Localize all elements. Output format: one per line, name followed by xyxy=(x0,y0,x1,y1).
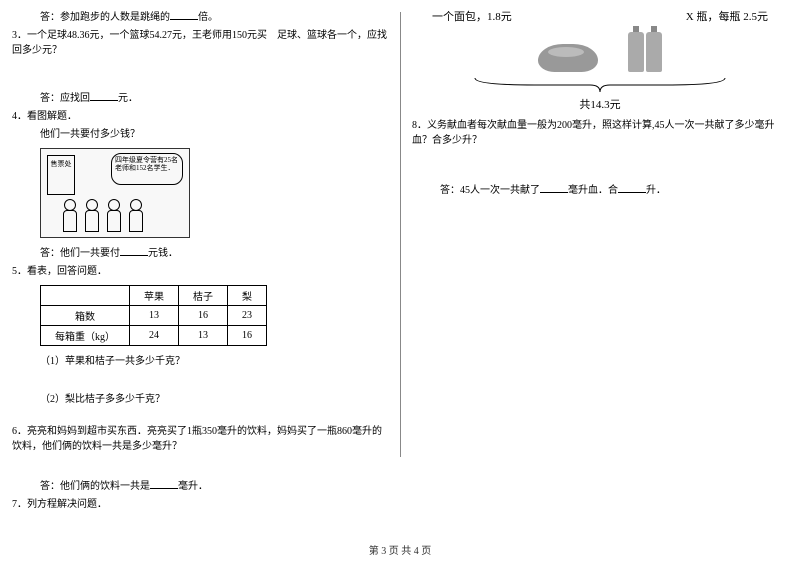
q8: 8．义务献血者每次献血量一般为200毫升，照这样计算,45人一次一共献了多少毫升… xyxy=(412,118,788,148)
r1-pear: 23 xyxy=(228,306,267,326)
q3-answer-line: 答：应找回 元． xyxy=(12,89,388,106)
q8-answer-mid: 毫升血．合 xyxy=(568,185,618,196)
q7: 7．列方程解决问题． xyxy=(12,497,388,512)
q5-1: （1）苹果和桔子一共多少千克？ xyxy=(12,354,388,369)
left-column: 答：参加跑步的人数是跳绳的 倍。 3．一个足球48.36元，一个篮球54.27元，… xyxy=(0,0,400,565)
q6: 6．亮亮和妈妈到超市买东西．亮亮买了1瓶350毫升的饮料，妈妈买了一瓶860毫升… xyxy=(12,424,388,454)
product-images xyxy=(412,32,788,72)
r2-pear: 16 xyxy=(228,326,267,346)
q2-answer-text: 答：参加跑步的人数是跳绳的 xyxy=(40,12,170,23)
total-label: 共14.3元 xyxy=(412,96,788,112)
r1-label: 箱数 xyxy=(41,306,130,326)
th-empty xyxy=(41,286,130,306)
r2-label: 每箱重（kg） xyxy=(41,326,130,346)
blank xyxy=(150,477,178,489)
q4-sub: 他们一共要付多少钱？ xyxy=(12,127,388,142)
th-pear: 梨 xyxy=(228,286,267,306)
bottles-group xyxy=(628,32,662,72)
blank xyxy=(170,8,198,20)
blank xyxy=(120,244,148,256)
blank xyxy=(618,181,646,193)
q6-answer-suffix: 毫升． xyxy=(178,481,208,492)
bread-label: 一个面包，1.8元 xyxy=(432,8,512,24)
q8-answer-prefix: 答：45人一次一共献了 xyxy=(440,185,540,196)
people-group xyxy=(61,193,161,235)
q4-answer-line: 答：他们一共要付 元钱． xyxy=(12,244,388,261)
person-icon xyxy=(105,199,121,235)
person-icon xyxy=(127,199,143,235)
product-labels-row: 一个面包，1.8元 X 瓶，每瓶 2.5元 xyxy=(412,8,788,24)
r1-apple: 13 xyxy=(130,306,179,326)
q5-2: （2）梨比桔子多多少千克？ xyxy=(12,392,388,407)
person-icon xyxy=(83,199,99,235)
q4-answer-suffix: 元钱． xyxy=(148,248,178,259)
bottle-icon xyxy=(646,32,662,72)
bread-icon xyxy=(538,44,598,72)
curly-bracket-icon xyxy=(465,76,735,94)
q2-suffix: 倍。 xyxy=(198,12,218,23)
person-icon xyxy=(61,199,77,235)
ticket-sign: 售票处 xyxy=(47,155,75,195)
table-row: 苹果 桔子 梨 xyxy=(41,286,267,306)
q4: 4．看图解题． xyxy=(12,109,388,124)
bottle-label: X 瓶，每瓶 2.5元 xyxy=(686,8,768,24)
table-row: 箱数 13 16 23 xyxy=(41,306,267,326)
q3: 3．一个足球48.36元，一个篮球54.27元，王老师用150元买 足球、篮球各… xyxy=(12,28,388,58)
right-column: 一个面包，1.8元 X 瓶，每瓶 2.5元 共14.3元 8．义务献血者每次献血… xyxy=(400,0,800,565)
r2-apple: 24 xyxy=(130,326,179,346)
speech-bubble: 四年级夏令营有25名老师和152名学生． xyxy=(111,153,183,185)
blank xyxy=(540,181,568,193)
q8-answer-suffix: 升． xyxy=(646,185,666,196)
q4-illustration: 售票处 四年级夏令营有25名老师和152名学生． xyxy=(40,148,190,238)
r2-orange: 13 xyxy=(179,326,228,346)
q8-answer-line: 答：45人一次一共献了 毫升血．合 升． xyxy=(412,181,788,198)
blank xyxy=(90,89,118,101)
q6-answer-line: 答：他们俩的饮料一共是 毫升． xyxy=(12,477,388,494)
r1-orange: 16 xyxy=(179,306,228,326)
page-footer: 第 3 页 共 4 页 xyxy=(0,542,800,557)
th-apple: 苹果 xyxy=(130,286,179,306)
q3-answer-suffix: 元． xyxy=(118,93,138,104)
th-orange: 桔子 xyxy=(179,286,228,306)
q5: 5．看表，回答问题． xyxy=(12,264,388,279)
q5-table: 苹果 桔子 梨 箱数 13 16 23 每箱重（kg） 24 13 16 xyxy=(40,285,267,346)
q2-answer-line: 答：参加跑步的人数是跳绳的 倍。 xyxy=(12,8,388,25)
table-row: 每箱重（kg） 24 13 16 xyxy=(41,326,267,346)
q4-answer-prefix: 答：他们一共要付 xyxy=(40,248,120,259)
q3-answer-prefix: 答：应找回 xyxy=(40,93,90,104)
bottle-icon xyxy=(628,32,644,72)
q6-answer-prefix: 答：他们俩的饮料一共是 xyxy=(40,481,150,492)
